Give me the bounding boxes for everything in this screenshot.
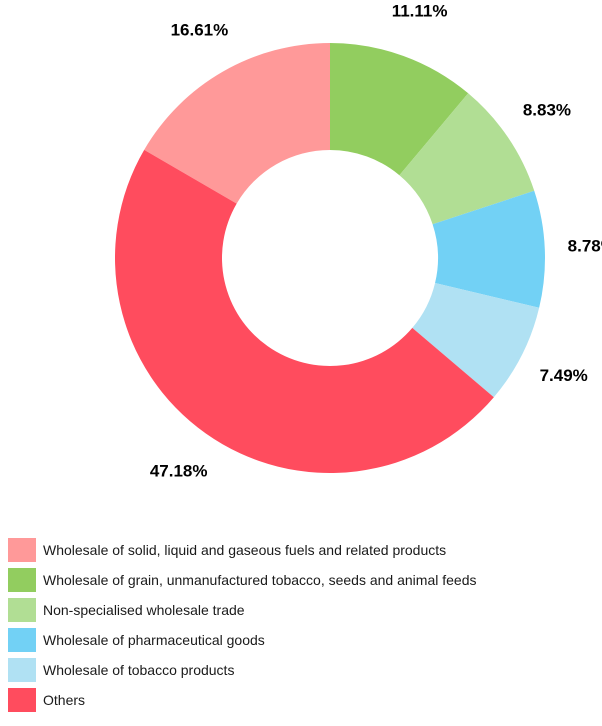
data-label: 7.49% bbox=[540, 366, 588, 385]
data-label: 47.18% bbox=[150, 461, 208, 480]
data-label: 16.61% bbox=[171, 20, 229, 39]
donut-slices bbox=[114, 43, 545, 474]
legend-swatch bbox=[8, 658, 36, 682]
donut-slice bbox=[432, 190, 545, 308]
donut-slice bbox=[330, 43, 469, 176]
legend-item: Wholesale of solid, liquid and gaseous f… bbox=[8, 538, 477, 562]
legend-swatch bbox=[8, 568, 36, 592]
donut-chart: 16.61% 11.11% 8.83% 8.78% 7.49% 47.18% bbox=[114, 1, 602, 480]
legend-label: Wholesale of grain, unmanufactured tobac… bbox=[43, 572, 477, 588]
legend-swatch bbox=[8, 688, 36, 712]
donut-slice bbox=[412, 283, 540, 398]
legend-item: Non-specialised wholesale trade bbox=[8, 598, 477, 622]
legend-swatch bbox=[8, 628, 36, 652]
legend-swatch bbox=[8, 538, 36, 562]
data-label: 11.11% bbox=[392, 1, 448, 20]
legend-label: Non-specialised wholesale trade bbox=[43, 602, 245, 618]
donut-slice bbox=[399, 93, 535, 225]
data-label: 8.83% bbox=[523, 101, 571, 120]
legend-label: Wholesale of tobacco products bbox=[43, 662, 235, 678]
donut-slice bbox=[114, 149, 494, 474]
data-label: 8.78% bbox=[568, 236, 602, 255]
legend-item: Wholesale of pharmaceutical goods bbox=[8, 628, 477, 652]
legend-label: Wholesale of pharmaceutical goods bbox=[43, 632, 265, 648]
legend-item: Wholesale of grain, unmanufactured tobac… bbox=[8, 568, 477, 592]
legend-swatch bbox=[8, 598, 36, 622]
legend-label: Others bbox=[43, 692, 86, 708]
donut-slice bbox=[144, 43, 330, 204]
legend: Wholesale of solid, liquid and gaseous f… bbox=[8, 538, 477, 718]
donut-data-labels: 16.61% 11.11% 8.83% 8.78% 7.49% 47.18% bbox=[150, 1, 602, 480]
legend-item: Others bbox=[8, 688, 477, 712]
legend-item: Wholesale of tobacco products bbox=[8, 658, 477, 682]
legend-label: Wholesale of solid, liquid and gaseous f… bbox=[43, 542, 447, 558]
